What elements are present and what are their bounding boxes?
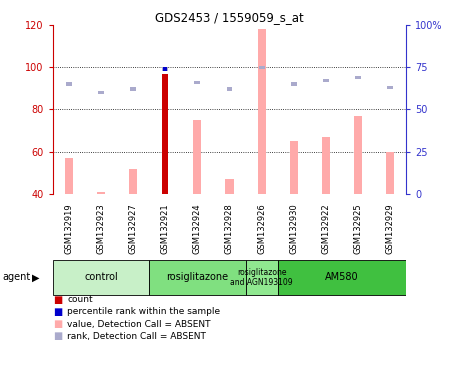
Text: control: control [84,272,118,283]
Title: GDS2453 / 1559059_s_at: GDS2453 / 1559059_s_at [155,11,304,24]
Bar [130,88,136,91]
Bar [97,192,105,194]
Bar [387,86,393,89]
Text: ■: ■ [53,295,62,305]
Text: rank, Detection Call = ABSENT: rank, Detection Call = ABSENT [67,332,207,341]
Bar [65,158,73,194]
Text: ■: ■ [53,319,62,329]
Text: GSM132930: GSM132930 [289,204,298,254]
Text: ▶: ▶ [32,272,39,283]
Bar [354,116,362,194]
Text: count: count [67,295,93,304]
Text: AM580: AM580 [325,272,359,283]
Text: GSM132926: GSM132926 [257,204,266,254]
Text: GSM132928: GSM132928 [225,204,234,254]
Bar [355,76,361,79]
Text: ■: ■ [53,331,62,341]
Text: rosiglitazone
and AGN193109: rosiglitazone and AGN193109 [230,268,293,287]
Bar [323,79,329,83]
Bar [225,179,234,194]
Text: rosiglitazone: rosiglitazone [166,272,229,283]
Bar [66,83,72,86]
Bar [162,74,168,194]
Text: GSM132919: GSM132919 [64,204,73,254]
Bar [246,260,278,295]
Bar [129,169,137,194]
Bar [195,81,200,84]
Text: GSM132922: GSM132922 [321,204,330,254]
Text: percentile rank within the sample: percentile rank within the sample [67,307,221,316]
Text: value, Detection Call = ABSENT: value, Detection Call = ABSENT [67,319,211,329]
Bar [98,91,104,94]
Bar [53,260,149,295]
Bar [278,260,406,295]
Text: GSM132924: GSM132924 [193,204,202,254]
Bar [162,67,168,71]
Bar [193,120,202,194]
Bar [163,67,167,71]
Text: GSM132929: GSM132929 [386,204,395,254]
Text: GSM132925: GSM132925 [353,204,363,254]
Text: ■: ■ [53,307,62,317]
Bar [291,83,297,86]
Text: GSM132923: GSM132923 [96,204,106,254]
Text: agent: agent [2,272,31,283]
Text: GSM132921: GSM132921 [161,204,170,254]
Text: GSM132927: GSM132927 [129,204,138,254]
Bar [257,29,266,194]
Bar [290,141,298,194]
Bar [149,260,246,295]
Bar [386,152,394,194]
Bar [259,66,264,69]
Bar [322,137,330,194]
Bar [227,88,232,91]
